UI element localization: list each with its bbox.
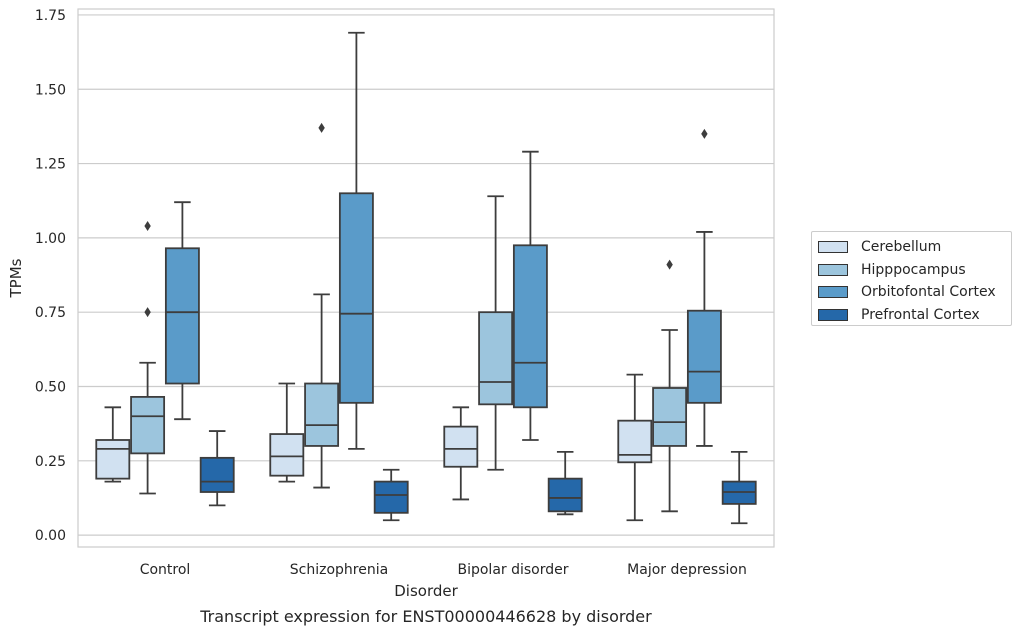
x-tick-label: Major depression (627, 562, 747, 578)
box (617, 419, 653, 464)
box (164, 247, 200, 385)
x-tick-label: Control (140, 562, 191, 578)
y-tick-label: 1.25 (35, 157, 66, 173)
box (443, 425, 479, 468)
y-tick-label: 1.75 (35, 8, 66, 24)
outlier-point (701, 128, 708, 139)
legend-swatch (818, 286, 848, 299)
y-tick-label: 0.00 (35, 528, 66, 544)
box (199, 456, 235, 493)
box (373, 480, 409, 514)
legend-label: Cerebellum (861, 239, 942, 256)
legend-item: Orbitofontal Cortex (818, 281, 1011, 304)
chart-caption: Transcript expression for ENST0000044662… (199, 607, 652, 626)
legend-label: Prefrontal Cortex (861, 306, 980, 323)
box (686, 309, 722, 404)
box (95, 439, 131, 480)
legend-swatch (818, 241, 848, 254)
legend: Cerebellum Hipppocampus Orbitofontal Corte… (811, 231, 1012, 326)
outlier-point (144, 220, 151, 231)
x-tick-label: Bipolar disorder (457, 562, 568, 578)
outlier-point (144, 307, 151, 318)
legend-item: Prefrontal Cortex (818, 304, 1011, 327)
box (130, 395, 166, 455)
legend-label: Hipppocampus (861, 261, 966, 278)
box (338, 192, 374, 404)
x-tick-label: Schizophrenia (290, 562, 388, 578)
legend-swatch (818, 308, 848, 321)
legend-label: Orbitofontal Cortex (861, 284, 996, 301)
y-tick-label: 0.25 (35, 454, 66, 470)
box (652, 387, 688, 447)
box (547, 477, 583, 513)
x-axis-label: Disorder (394, 582, 458, 600)
legend-item: Hipppocampus (818, 259, 1011, 282)
y-tick-label: 0.50 (35, 379, 66, 395)
box-series (95, 31, 757, 525)
y-tick-label: 1.00 (35, 231, 66, 247)
outlier-point (666, 259, 673, 270)
y-axis-label: TPMs (7, 258, 25, 298)
x-tick-labels: Control Schizophrenia Bipolar disorder Majo… (140, 562, 747, 578)
outlier-point (318, 122, 325, 133)
legend-item: Cerebellum (818, 236, 1011, 259)
legend-swatch (818, 263, 848, 276)
y-tick-label: 1.50 (35, 82, 66, 98)
box (478, 311, 514, 406)
box (304, 382, 340, 447)
box (269, 433, 305, 477)
plot-area-frame (77, 8, 775, 548)
y-tick-label: 0.75 (35, 305, 66, 321)
box (512, 244, 548, 409)
y-tick-labels: 0.00 0.25 0.50 0.75 1.00 1.25 1.50 1.75 (35, 8, 66, 544)
